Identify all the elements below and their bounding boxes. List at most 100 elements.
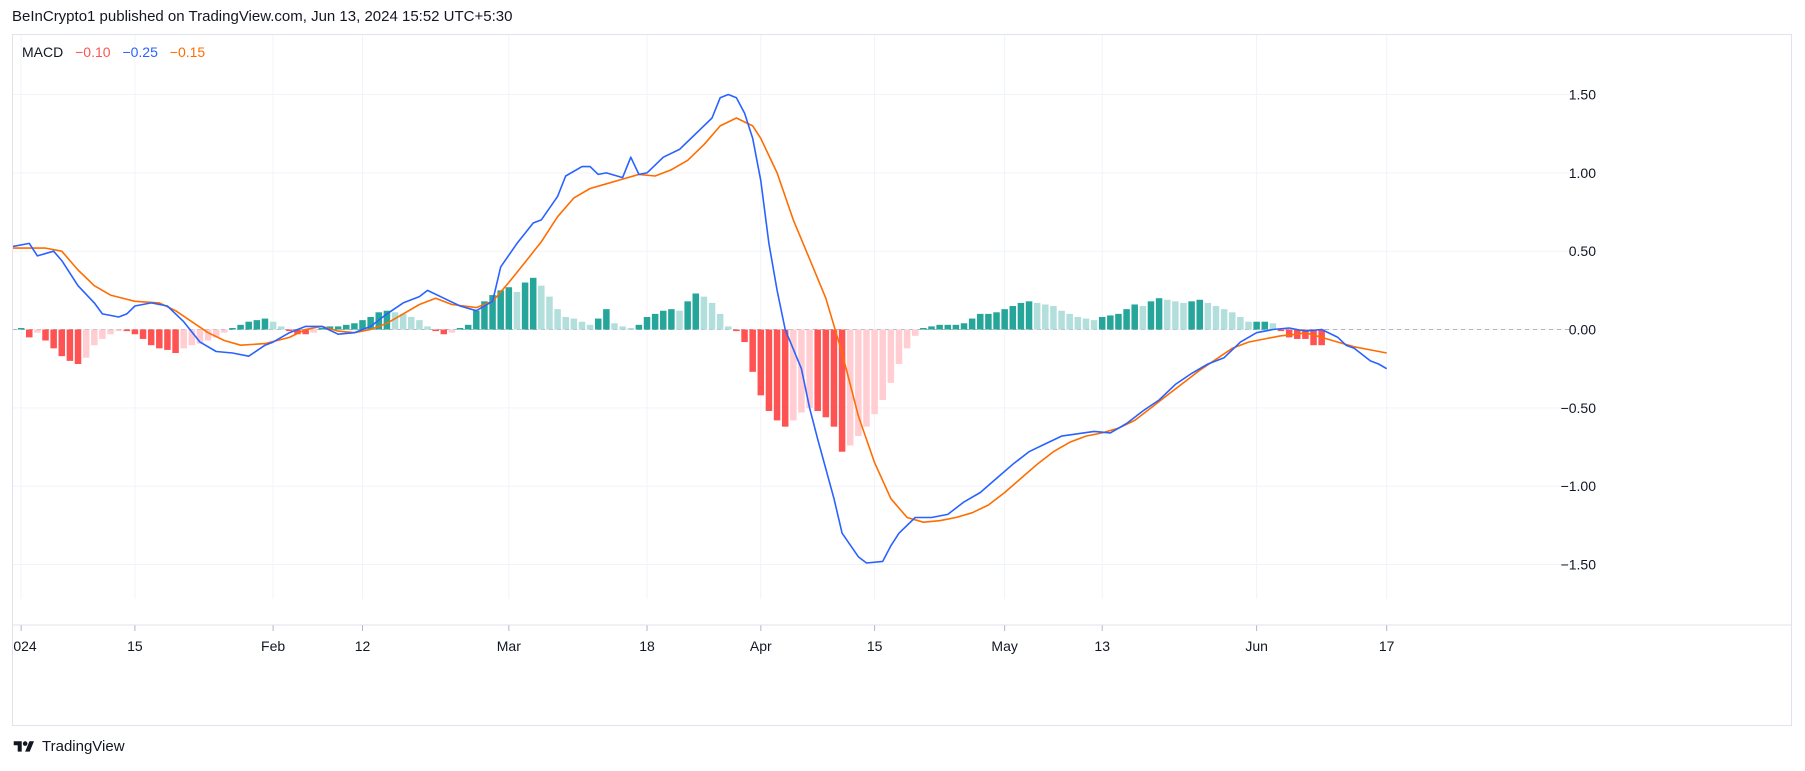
- histogram-bar: [944, 324, 952, 330]
- histogram-bar: [497, 290, 504, 330]
- histogram-bar: [58, 329, 66, 357]
- histogram-bar: [91, 329, 98, 346]
- histogram-bar: [1204, 302, 1212, 330]
- histogram-bar: [594, 318, 602, 330]
- histogram-bar: [1302, 329, 1309, 339]
- histogram-bar: [310, 329, 317, 333]
- x-tick-label: Jun: [1245, 638, 1268, 654]
- indicator-legend[interactable]: MACD −0.10 −0.25 −0.15: [22, 44, 213, 60]
- histogram-bar: [253, 320, 261, 330]
- histogram-bar: [351, 323, 358, 330]
- y-tick-label: 1.50: [1569, 87, 1596, 103]
- histogram-bar: [1310, 329, 1317, 346]
- histogram-bar: [66, 329, 74, 361]
- histogram-bar: [1172, 301, 1179, 330]
- y-tick-label: 1.00: [1569, 165, 1596, 181]
- histogram-bar: [554, 309, 561, 330]
- histogram-bar: [993, 312, 1000, 330]
- histogram-bar: [871, 329, 878, 415]
- histogram-bar: [1001, 309, 1008, 330]
- histogram-bar: [481, 301, 488, 330]
- histogram-bar: [1180, 302, 1187, 330]
- histogram-bar: [521, 282, 529, 330]
- histogram-bar: [863, 329, 870, 427]
- histogram-bar: [367, 317, 374, 330]
- histogram-bar: [538, 285, 545, 330]
- histogram-bar: [1147, 301, 1155, 330]
- histogram-bar: [294, 329, 301, 335]
- histogram-bar: [733, 329, 740, 332]
- histogram-bar: [660, 310, 667, 330]
- histogram-bar: [473, 310, 480, 330]
- histogram-bar: [781, 329, 789, 427]
- histogram-bar: [952, 324, 960, 330]
- histogram-bar: [1253, 321, 1260, 330]
- publish-header: BeInCrypto1 published on TradingView.com…: [12, 8, 513, 25]
- histogram-bar: [408, 317, 415, 330]
- histogram-bar: [1269, 323, 1277, 330]
- histogram-bar: [448, 329, 456, 333]
- histogram-bar: [416, 320, 423, 330]
- histogram-bar: [1277, 329, 1285, 332]
- histogram-bar: [1237, 317, 1244, 330]
- histogram-bar: [1155, 298, 1163, 330]
- histogram-bar: [716, 313, 724, 330]
- histogram-bar: [261, 318, 269, 330]
- histogram-bar: [1188, 301, 1195, 330]
- histogram-bar: [765, 329, 773, 411]
- histogram-bar: [245, 321, 252, 330]
- histogram-bar: [269, 321, 277, 330]
- histogram-bar: [1074, 317, 1082, 330]
- histogram-bar: [676, 310, 683, 330]
- histogram-bar: [668, 309, 675, 330]
- histogram-bar: [708, 302, 716, 330]
- histogram-bar: [879, 329, 886, 401]
- histogram-bar: [147, 329, 155, 346]
- histogram-bar: [505, 287, 513, 330]
- histogram-bar: [692, 293, 700, 330]
- histogram-bar: [936, 324, 943, 330]
- histogram-bar: [1050, 306, 1057, 330]
- histogram-bar: [895, 329, 903, 364]
- histogram-bar: [960, 323, 968, 330]
- histogram-bar: [131, 329, 139, 335]
- histogram-bar: [928, 326, 935, 330]
- histogram-bar: [903, 329, 911, 349]
- histogram-bar: [440, 329, 448, 335]
- histogram-bar: [456, 327, 464, 330]
- histogram-bar: [1033, 302, 1041, 330]
- histogram-bar: [570, 318, 578, 330]
- histogram-bar: [115, 329, 122, 332]
- histogram-bar: [139, 329, 147, 339]
- histogram-bar: [286, 329, 293, 332]
- tradingview-brand[interactable]: TradingView: [12, 738, 125, 755]
- y-tick-label: −1.00: [1561, 478, 1597, 494]
- histogram-bar: [1261, 321, 1269, 330]
- histogram-bar: [99, 329, 106, 339]
- histogram-bar: [1229, 312, 1236, 330]
- histogram-bar: [34, 329, 41, 333]
- histogram-bar: [172, 329, 179, 354]
- histogram-bar: [399, 313, 407, 330]
- histogram-bar: [123, 329, 131, 332]
- histogram-bar: [204, 329, 212, 341]
- histogram-bar: [619, 326, 626, 330]
- x-tick-label: 2024: [13, 638, 37, 654]
- histogram-bar: [968, 318, 976, 330]
- histogram-bar: [1163, 299, 1171, 330]
- histogram-bar: [838, 329, 846, 452]
- histogram-bar: [237, 324, 244, 330]
- histogram-bar: [611, 323, 618, 330]
- histogram-bar: [1042, 304, 1049, 330]
- histogram-bar: [741, 329, 748, 343]
- histogram-bar: [911, 329, 919, 336]
- histogram-bar: [74, 329, 82, 364]
- histogram-bar: [985, 313, 992, 330]
- histogram-bar: [1285, 329, 1293, 338]
- x-tick-label: Mar: [497, 638, 521, 654]
- histogram-bar: [359, 320, 366, 330]
- histogram-bar: [603, 309, 610, 330]
- macd-line: [13, 93, 1388, 564]
- histogram-bar: [164, 329, 171, 350]
- histogram-bar: [156, 329, 163, 349]
